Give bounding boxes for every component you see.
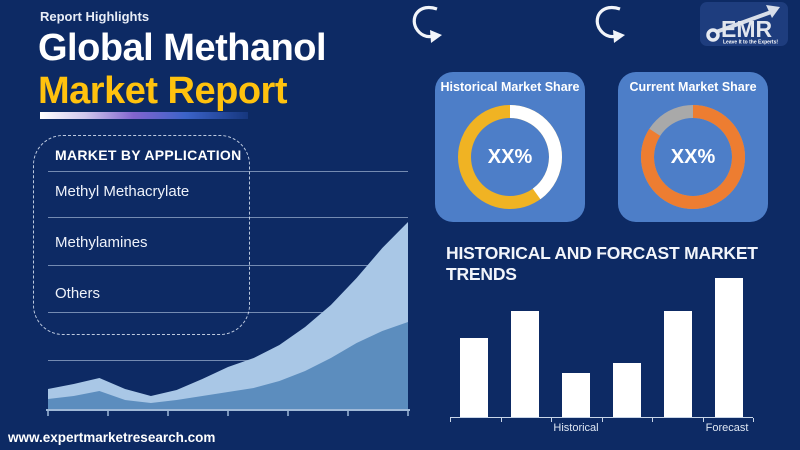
gridline (48, 360, 408, 361)
historical-share-donut-chart (458, 105, 562, 209)
donut-center-value: XX% (487, 145, 533, 168)
emr-logo-icon: EMR Leave It to the Experts! (706, 5, 780, 46)
gridline (48, 217, 408, 218)
bar-axis-label-historical: Historical (553, 422, 599, 434)
historical-market-share-card: Historical Market Share XX% (435, 72, 585, 222)
svg-text:EMR: EMR (721, 16, 773, 42)
emr-tagline: Leave It to the Experts! (723, 40, 778, 46)
application-list-item: Others (55, 285, 101, 302)
gridline (48, 171, 408, 172)
bar-axis-tick (500, 418, 502, 422)
bar (613, 363, 641, 417)
card-title: Historical Market Share (440, 80, 580, 94)
bar-axis-tick (753, 418, 754, 422)
area-chart (46, 222, 410, 416)
bar-axis-tick (450, 418, 451, 422)
loop-arrow-icon (595, 6, 625, 43)
bar (562, 373, 590, 417)
bar (511, 311, 539, 417)
bar-axis-tick (551, 418, 552, 422)
bar-axis-tick (601, 418, 603, 422)
bar (460, 338, 488, 417)
title-underline-gradient (40, 112, 248, 119)
loop-arrow-icon (412, 6, 442, 43)
footer-website-link[interactable]: www.expertmarketresearch.com (8, 430, 216, 445)
donut-center-value: XX% (670, 145, 716, 168)
bar-axis-tick (702, 418, 704, 422)
bar-axis-label-forecast: Forecast (705, 422, 749, 434)
market-by-application-box (33, 135, 250, 335)
bar-axis-tick (652, 418, 653, 422)
application-list-item: Methyl Methacrylate (55, 183, 190, 200)
area-series (48, 222, 408, 410)
bar-chart-axis (450, 417, 753, 418)
report-highlights-label: Report Highlights (40, 9, 150, 24)
application-list-item: Methylamines (55, 234, 148, 251)
area-series (48, 322, 408, 410)
bar (715, 278, 743, 417)
emr-logo: EMR Leave It to the Experts! (700, 2, 788, 46)
trends-bar-chart (450, 278, 753, 417)
trends-heading: HISTORICAL AND FORCAST MARKET TRENDS (446, 243, 758, 284)
current-market-share-card: Current Market Share XX% (618, 72, 768, 222)
bar (664, 311, 692, 417)
page-title-line1: Global Methanol (38, 27, 327, 69)
current-share-donut-chart (641, 105, 745, 209)
card-title: Current Market Share (629, 80, 757, 94)
gridline (48, 265, 408, 266)
market-by-application-heading: MARKET BY APPLICATION (55, 147, 242, 163)
page-title-line2: Market Report (38, 70, 288, 112)
